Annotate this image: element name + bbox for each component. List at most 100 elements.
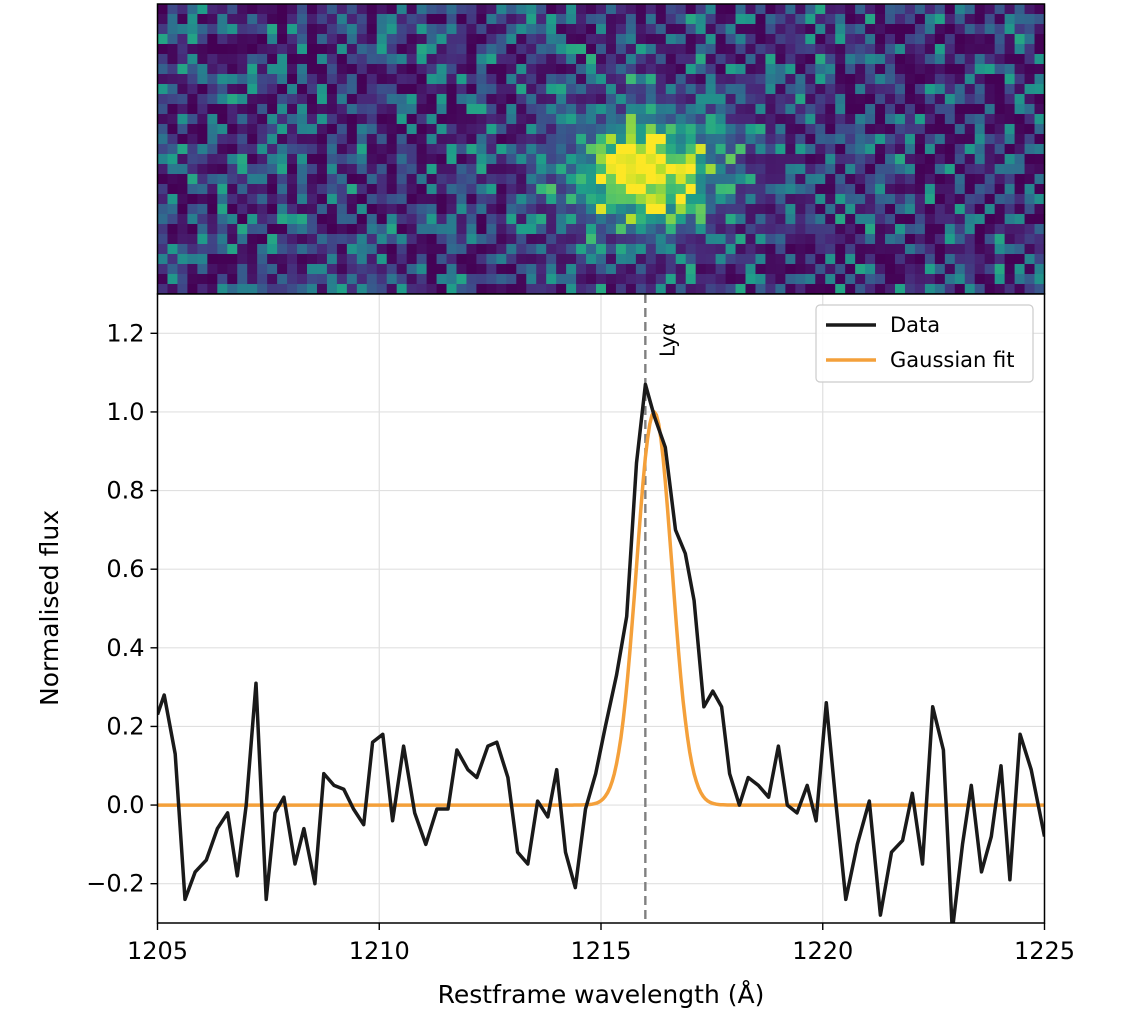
heatmap-cell (944, 144, 956, 155)
heatmap-cell (306, 204, 318, 215)
heatmap-cell (685, 104, 697, 115)
heatmap-cell (855, 224, 866, 235)
heatmap-cell (177, 214, 188, 225)
heatmap-cell (197, 254, 208, 265)
heatmap-cell (785, 54, 796, 65)
heatmap-cell (855, 184, 866, 195)
heatmap-cell (536, 204, 547, 215)
heatmap-cell (845, 274, 856, 285)
heatmap-cell (984, 284, 996, 295)
heatmap-cell (346, 54, 358, 65)
heatmap-cell (695, 204, 707, 215)
heatmap-cell (516, 104, 527, 115)
heatmap-cell (526, 284, 537, 295)
heatmap-cell (715, 164, 727, 175)
heatmap-cell (605, 34, 617, 45)
heatmap-cell (177, 94, 188, 105)
heatmap-cell (316, 274, 328, 285)
heatmap-cell (316, 144, 328, 155)
heatmap-cell (257, 274, 268, 285)
heatmap-cell (316, 94, 328, 105)
heatmap-cell (885, 204, 896, 215)
heatmap-cell (496, 244, 507, 255)
heatmap-cell (217, 194, 228, 205)
heatmap-cell (745, 24, 757, 35)
heatmap-cell (695, 44, 707, 55)
heatmap-cell (536, 224, 547, 235)
heatmap-cell (466, 124, 478, 135)
heatmap-cell (625, 224, 637, 235)
heatmap-cell (954, 124, 966, 135)
heatmap-cell (1034, 44, 1046, 55)
heatmap-cell (406, 204, 418, 215)
heatmap-cell (685, 234, 697, 245)
heatmap-cell (964, 244, 976, 255)
heatmap-cell (466, 54, 478, 65)
heatmap-cell (785, 34, 796, 45)
heatmap-cell (596, 254, 607, 265)
heatmap-cell (446, 234, 458, 245)
heatmap-cell (904, 64, 916, 75)
heatmap-cell (1024, 14, 1036, 25)
heatmap-cell (964, 34, 976, 45)
heatmap-cell (227, 264, 238, 275)
heatmap-cell (316, 14, 328, 25)
heatmap-cell (586, 14, 597, 25)
heatmap-cell (456, 34, 468, 45)
heatmap-cell (835, 254, 846, 265)
heatmap-cell (1004, 114, 1016, 125)
heatmap-cell (964, 24, 976, 35)
heatmap-cell (466, 234, 478, 245)
heatmap-cell (745, 184, 757, 195)
heatmap-cell (944, 184, 956, 195)
heatmap-cell (257, 4, 268, 15)
heatmap-cell (865, 184, 876, 195)
heatmap-cell (735, 164, 747, 175)
heatmap-cell (167, 264, 179, 275)
heatmap-cell (994, 254, 1006, 265)
heatmap-cell (496, 24, 507, 35)
heatmap-cell (207, 74, 218, 85)
heatmap-cell (1024, 204, 1036, 215)
heatmap-cell (984, 94, 996, 105)
heatmap-cell (964, 194, 976, 205)
heatmap-cell (277, 94, 288, 105)
heatmap-cell (197, 14, 208, 25)
heatmap-cell (466, 254, 478, 265)
heatmap-cell (316, 54, 328, 65)
heatmap-cell (356, 144, 368, 155)
heatmap-cell (904, 204, 916, 215)
heatmap-cell (695, 94, 707, 105)
heatmap-cell (406, 74, 418, 85)
heatmap-cell (675, 144, 687, 155)
heatmap-cell (655, 224, 667, 235)
heatmap-cell (795, 174, 806, 185)
heatmap-cell (197, 174, 208, 185)
heatmap-cell (695, 174, 707, 185)
heatmap-cell (426, 274, 438, 285)
heatmap-cell (665, 124, 677, 135)
heatmap-cell (546, 174, 557, 185)
heatmap-cell (157, 14, 169, 25)
heatmap-cell (1014, 14, 1026, 25)
heatmap-cell (954, 34, 966, 45)
heatmap-cell (506, 64, 517, 75)
heatmap-cell (685, 54, 697, 65)
heatmap-cell (904, 244, 916, 255)
heatmap-cell (526, 254, 537, 265)
heatmap-cell (805, 134, 816, 145)
heatmap-cell (157, 64, 169, 75)
heatmap-cell (875, 154, 886, 165)
heatmap-cell (446, 194, 458, 205)
heatmap-cell (725, 124, 737, 135)
heatmap-cell (596, 134, 607, 145)
heatmap-cell (516, 284, 527, 295)
heatmap-cell (546, 54, 557, 65)
heatmap-cell (855, 104, 866, 115)
heatmap-cell (785, 44, 796, 55)
heatmap-cell (875, 204, 886, 215)
heatmap-cell (346, 114, 358, 125)
heatmap-cell (845, 174, 856, 185)
heatmap-cell (306, 284, 318, 295)
heatmap-cell (984, 154, 996, 165)
